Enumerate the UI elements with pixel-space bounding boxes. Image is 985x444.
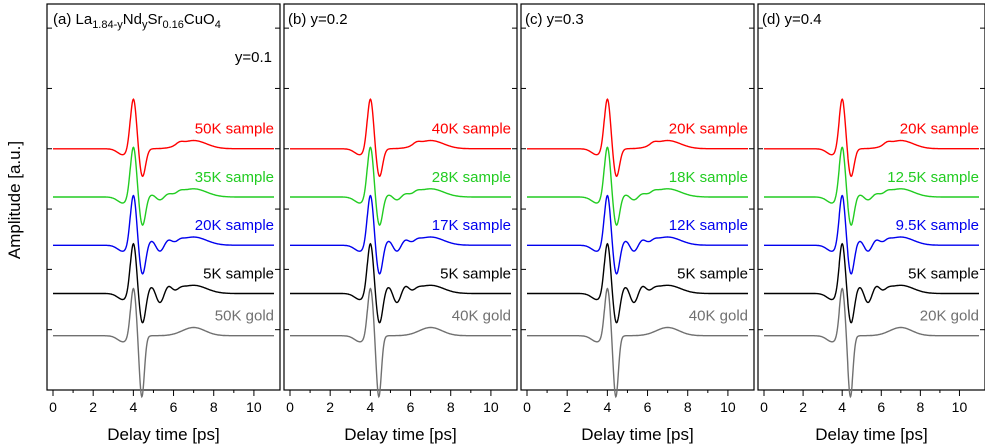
series-label: 20K gold <box>920 308 979 325</box>
x-axis-label: Delay time [ps] <box>581 425 693 444</box>
plot-frame <box>757 3 985 391</box>
series-label: 40K gold <box>452 308 511 325</box>
series-line <box>53 287 274 399</box>
title-part: (a) La <box>53 11 93 28</box>
series-line <box>764 98 979 178</box>
x-tick-label: 10 <box>720 399 736 415</box>
x-tick-label: 6 <box>170 399 178 415</box>
x-tick-label: 6 <box>877 399 885 415</box>
x-tick-label: 2 <box>89 399 97 415</box>
series-line <box>764 242 979 324</box>
series-label: 9.5K sample <box>896 217 979 234</box>
title-part: CuO <box>184 11 215 28</box>
series-line <box>290 98 511 178</box>
panel-title: (a) La1.84-yNdySr0.16CuO4 <box>53 11 221 31</box>
series-label: 20K sample <box>900 121 979 138</box>
series-label: 20K sample <box>195 217 274 234</box>
title-part: 4 <box>215 19 221 31</box>
x-tick-label: 10 <box>483 399 499 415</box>
series-line <box>764 287 979 399</box>
series-line <box>53 242 274 324</box>
series-label: 20K sample <box>669 121 748 138</box>
plot-frame <box>46 3 281 391</box>
series-label: 17K sample <box>432 217 511 234</box>
series-label: 18K sample <box>669 169 748 186</box>
series-label: 12.5K sample <box>887 169 979 186</box>
plot-frame <box>283 3 518 391</box>
panel-b: 0 2 4 6 8 10 Delay time [ps] (b) y=0.2 40K sampl… <box>283 3 518 444</box>
series-label: 28K sample <box>432 169 511 186</box>
x-tick-label: 0 <box>286 399 294 415</box>
x-tick-label: 0 <box>760 399 768 415</box>
panel-c: 0 2 4 6 8 10 Delay time [ps] (c) y=0.3 20K sampl… <box>520 3 755 444</box>
x-axis-label: Delay time [ps] <box>815 425 927 444</box>
x-tick-label: 2 <box>326 399 334 415</box>
plot-frame <box>520 3 755 391</box>
panel-d: 0 2 4 6 8 10 Delay time [ps] (d) y=0.4 20K sampl… <box>757 3 985 444</box>
title-part: Nd <box>123 11 142 28</box>
title-part: y <box>142 19 148 31</box>
series-line <box>527 146 748 226</box>
title-part: 1.84-y <box>92 19 123 31</box>
series-line <box>290 146 511 226</box>
y-axis-label: Amplitude [a.u.] <box>5 141 24 259</box>
panel-a: 0 2 4 6 8 10 Delay time [ps] (a) La1.84-yNdySr0… <box>46 3 281 444</box>
series-label: 40K sample <box>432 121 511 138</box>
x-tick-label: 4 <box>366 399 374 415</box>
x-tick-label: 0 <box>523 399 531 415</box>
series-line <box>290 287 511 399</box>
x-axis-label: Delay time [ps] <box>107 425 219 444</box>
series-label: 5K sample <box>677 265 748 282</box>
panel-title: (d) y=0.4 <box>762 11 822 28</box>
series-label: 50K sample <box>195 121 274 138</box>
series-line <box>53 194 274 275</box>
series-label: 12K sample <box>669 217 748 234</box>
series-line <box>53 146 274 226</box>
x-tick-label: 8 <box>210 399 218 415</box>
x-tick-label: 6 <box>407 399 415 415</box>
series-label: 5K sample <box>908 265 979 282</box>
series-label: 5K sample <box>203 265 274 282</box>
series-label: 5K sample <box>440 265 511 282</box>
series-line <box>527 287 748 399</box>
title-part: 0.16 <box>162 19 183 31</box>
series-line <box>53 98 274 178</box>
series-label: 40K gold <box>689 308 748 325</box>
x-tick-label: 8 <box>684 399 692 415</box>
x-tick-label: 10 <box>246 399 262 415</box>
x-tick-label: 8 <box>447 399 455 415</box>
series-line <box>290 194 511 275</box>
series-line <box>527 194 748 275</box>
x-tick-label: 8 <box>916 399 924 415</box>
panel-subtitle: y=0.1 <box>235 49 272 66</box>
series-label: 50K gold <box>215 308 274 325</box>
x-tick-label: 4 <box>603 399 611 415</box>
series-line <box>764 194 979 275</box>
series-line <box>527 242 748 324</box>
x-tick-label: 2 <box>563 399 571 415</box>
title-part: Sr <box>147 11 162 28</box>
x-axis-label: Delay time [ps] <box>344 425 456 444</box>
series-line <box>764 146 979 226</box>
series-line <box>290 242 511 324</box>
x-tick-label: 4 <box>129 399 137 415</box>
series-line <box>527 98 748 178</box>
panel-title: (c) y=0.3 <box>525 11 584 28</box>
x-tick-label: 6 <box>644 399 652 415</box>
series-label: 35K sample <box>195 169 274 186</box>
x-tick-label: 0 <box>49 399 57 415</box>
x-tick-label: 2 <box>799 399 807 415</box>
x-tick-label: 4 <box>838 399 846 415</box>
panel-title: (b) y=0.2 <box>288 11 348 28</box>
x-tick-label: 10 <box>952 399 968 415</box>
